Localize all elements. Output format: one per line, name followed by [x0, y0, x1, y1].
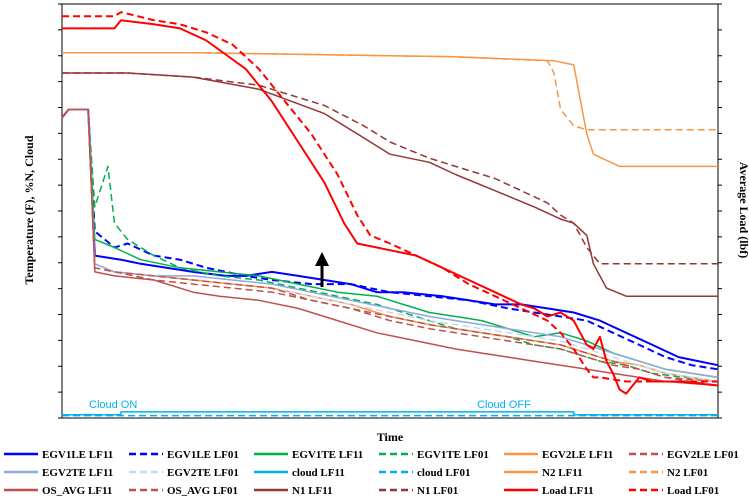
- legend-label: Load LF01: [667, 485, 719, 497]
- legend: EGV1LE LF11 EGV1LE LF01 EGV1TE LF11 EGV1TE …: [4, 449, 739, 497]
- series-line-cloud-lf11: [62, 411, 718, 416]
- series-line-n1-lf01: [62, 72, 718, 265]
- x-axis-label: Time: [377, 430, 404, 444]
- legend-label: N1 LF11: [292, 485, 333, 497]
- plot-frame: [61, 3, 719, 419]
- legend-label: cloud LF01: [417, 467, 470, 479]
- y-axis-right-label: Average Load (lbf): [737, 162, 749, 258]
- legend-label: EGV1LE LF11: [42, 449, 113, 461]
- annotation-cloud-on: Cloud ON: [89, 399, 137, 411]
- legend-label: EGV2LE LF01: [667, 449, 739, 461]
- series-line-egv1te-lf11: [61, 108, 719, 379]
- series-line-egv2te-lf11: [61, 108, 719, 379]
- legend-label: N2 LF11: [542, 467, 583, 479]
- series-line-n2-lf01: [62, 51, 718, 131]
- legend-label: OS_AVG LF11: [42, 485, 112, 497]
- legend-label: OS_AVG LF01: [167, 485, 238, 497]
- legend-label: Load LF11: [542, 485, 594, 497]
- annotation-cloud-off: Cloud OFF: [477, 399, 531, 411]
- legend-label: EGV2TE LF01: [167, 467, 239, 479]
- series-line-load-lf01: [62, 11, 718, 383]
- y-axis-left-label: Temperature (F), %N, Cloud: [22, 135, 36, 284]
- legend-label: EGV1LE LF01: [167, 449, 239, 461]
- plot-area: [61, 11, 719, 417]
- arrow-up-icon: [315, 252, 329, 287]
- series-line-n2-lf11: [62, 51, 718, 168]
- series-line-load-lf11: [62, 19, 719, 395]
- legend-label: N1 LF01: [417, 485, 458, 497]
- legend-label: EGV2TE LF11: [42, 467, 113, 479]
- series-line-egv1le-lf11: [61, 108, 719, 367]
- series-line-n1-lf11: [62, 72, 718, 297]
- series-line-os-avg-lf11: [61, 108, 719, 387]
- legend-label: EGV1TE LF11: [292, 449, 363, 461]
- legend-label: N2 LF01: [667, 467, 708, 479]
- series-line-os-avg-lf01: [61, 108, 719, 387]
- legend-label: EGV1TE LF01: [417, 449, 489, 461]
- legend-label: cloud LF11: [292, 467, 345, 479]
- legend-label: EGV2LE LF11: [542, 449, 613, 461]
- axis-ticks: [58, 3, 722, 419]
